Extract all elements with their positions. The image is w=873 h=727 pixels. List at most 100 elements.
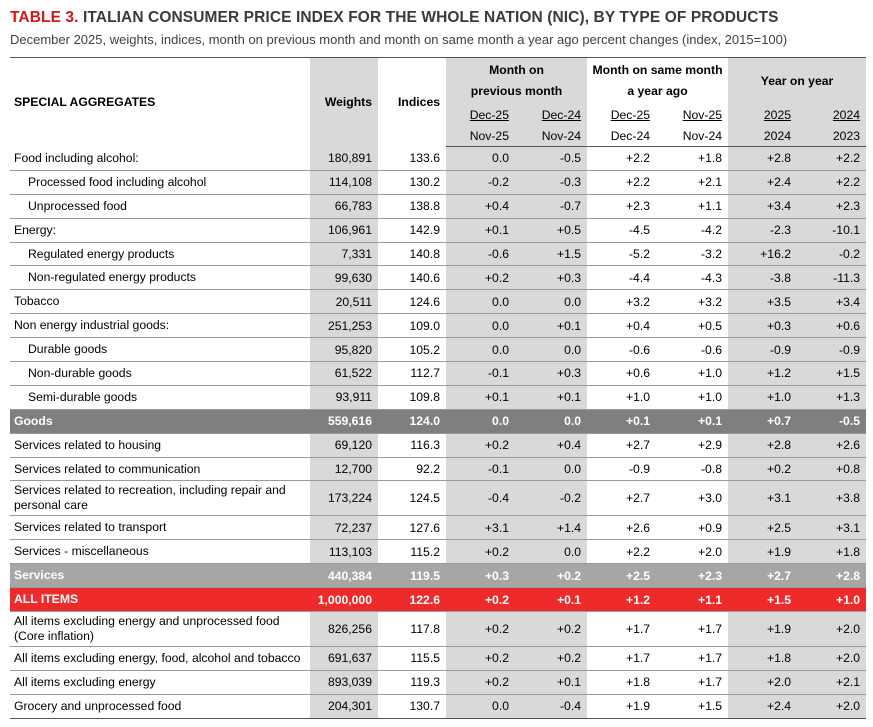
cell-change-1: -0.3 [515, 170, 588, 195]
row-label: ALL ITEMS [10, 587, 310, 613]
row-label: Semi-durable goods [10, 385, 310, 410]
cell-weights: 106,961 [310, 218, 378, 243]
cpi-table: SPECIAL AGGREGATES Weights Indices Month… [10, 57, 867, 719]
cell-change-0: +0.2 [446, 670, 515, 695]
cell-change-4: +1.8 [728, 646, 798, 671]
cell-indices: 140.6 [378, 265, 446, 291]
cell-change-4: +1.5 [728, 587, 798, 613]
cell-change-1: -0.7 [515, 194, 588, 219]
cell-change-5: +3.1 [797, 515, 867, 541]
period-top-5: 2024 [797, 104, 867, 125]
cell-change-1: +0.3 [515, 265, 588, 291]
cell-change-3: +3.0 [656, 480, 729, 517]
cell-change-3: +1.7 [656, 611, 729, 648]
cell-change-1: +1.5 [515, 242, 588, 267]
header-month-on-same-month: Month on same month a year ago [587, 57, 729, 104]
table-row: Processed food including alcohol 114,108 1… [10, 170, 867, 195]
row-label: Unprocessed food [10, 194, 310, 219]
cell-change-5: +2.3 [797, 194, 867, 219]
cell-weights: 173,224 [310, 480, 378, 517]
row-label: Services related to recreation, includin… [10, 480, 310, 517]
cell-change-3: +0.5 [656, 313, 729, 339]
cell-change-4: +1.9 [728, 539, 798, 565]
table-row: Grocery and unprocessed food 204,301 130.7… [10, 694, 867, 719]
cell-change-1: +0.4 [515, 433, 588, 458]
row-label: Non energy industrial goods: [10, 313, 310, 339]
cell-change-0: 0.0 [446, 337, 515, 363]
cell-change-1: +0.1 [515, 313, 588, 339]
cell-indices: 130.7 [378, 694, 446, 719]
cell-change-1: -0.4 [515, 694, 588, 719]
cell-weights: 893,039 [310, 670, 378, 695]
table-row: Services related to transport 72,237 127.6… [10, 515, 867, 541]
cell-change-3: +2.1 [656, 170, 729, 195]
cell-change-4: -0.9 [728, 337, 798, 363]
row-label: Non-regulated energy products [10, 265, 310, 291]
cell-change-0: 0.0 [446, 409, 515, 434]
cell-weights: 440,384 [310, 563, 378, 589]
cell-change-1: +0.1 [515, 670, 588, 695]
period-bottom-2: Dec-24 [587, 125, 657, 147]
cell-change-2: +2.2 [587, 170, 657, 195]
cell-change-5: +0.8 [797, 457, 867, 482]
cell-weights: 95,820 [310, 337, 378, 363]
cell-indices: 119.3 [378, 670, 446, 695]
cell-change-3: +0.1 [656, 409, 729, 434]
cell-change-5: -0.5 [797, 409, 867, 434]
cell-indices: 124.6 [378, 289, 446, 315]
cell-change-3: +1.0 [656, 361, 729, 386]
cell-weights: 113,103 [310, 539, 378, 565]
cell-change-4: +0.2 [728, 457, 798, 482]
cell-indices: 130.2 [378, 170, 446, 195]
cell-change-0: +0.2 [446, 646, 515, 671]
cell-change-0: 0.0 [446, 146, 515, 171]
cell-indices: 142.9 [378, 218, 446, 243]
cell-indices: 119.5 [378, 563, 446, 589]
table-row: Goods 559,616 124.0 0.0 0.0 +0.1 +0.1 +0.7 -0.5 [10, 409, 867, 434]
cell-change-3: +1.1 [656, 194, 729, 219]
header-mosm-line1: Month on same month [592, 63, 723, 77]
cell-change-1: -0.2 [515, 480, 588, 517]
table-row: All items excluding energy and unprocess… [10, 611, 867, 648]
cell-change-1: +0.5 [515, 218, 588, 243]
cell-change-4: +1.9 [728, 611, 798, 648]
header-weights: Weights [310, 57, 378, 147]
cell-indices: 138.8 [378, 194, 446, 219]
cell-weights: 66,783 [310, 194, 378, 219]
cell-change-2: -4.4 [587, 265, 657, 291]
cell-change-2: +1.9 [587, 694, 657, 719]
cell-change-2: +2.2 [587, 539, 657, 565]
cell-change-3: -4.3 [656, 265, 729, 291]
cell-change-2: +1.7 [587, 646, 657, 671]
table-row: Non-durable goods 61,522 112.7 -0.1 +0.3 +0.6… [10, 361, 867, 386]
cell-change-3: +1.0 [656, 385, 729, 410]
cell-weights: 1,000,000 [310, 587, 378, 613]
table-row: Services - miscellaneous 113,103 115.2 +0.2… [10, 539, 867, 565]
table-number: TABLE 3. [10, 9, 79, 26]
cell-weights: 61,522 [310, 361, 378, 386]
row-label: Services - miscellaneous [10, 539, 310, 565]
table-row: ALL ITEMS 1,000,000 122.6 +0.2 +0.1 +1.2 +1.1 +… [10, 587, 867, 613]
table-row: Services related to communication 12,700 9… [10, 457, 867, 482]
cell-change-0: -0.6 [446, 242, 515, 267]
cell-change-5: +1.0 [797, 587, 867, 613]
cell-change-4: -2.3 [728, 218, 798, 243]
cell-change-0: 0.0 [446, 694, 515, 719]
cell-change-0: +0.1 [446, 385, 515, 410]
cell-weights: 20,511 [310, 289, 378, 315]
row-label: All items excluding energy [10, 670, 310, 695]
cell-change-0: -0.1 [446, 457, 515, 482]
cell-change-5: +0.6 [797, 313, 867, 339]
cell-change-2: +2.2 [587, 146, 657, 171]
cell-change-0: +0.3 [446, 563, 515, 589]
table-row: Non-regulated energy products 99,630 140.6… [10, 265, 867, 291]
cell-change-3: -0.8 [656, 457, 729, 482]
cell-indices: 116.3 [378, 433, 446, 458]
table-subtitle: December 2025, weights, indices, month o… [10, 32, 788, 47]
header-mopm-line1: Month on [489, 63, 544, 77]
cell-change-5: -0.2 [797, 242, 867, 267]
cell-change-4: +1.0 [728, 385, 798, 410]
table-row: Energy: 106,961 142.9 +0.1 +0.5 -4.5 -4.2 -2.3-… [10, 218, 867, 243]
header-mosm-line2: a year ago [627, 84, 688, 98]
cell-change-1: +0.1 [515, 587, 588, 613]
